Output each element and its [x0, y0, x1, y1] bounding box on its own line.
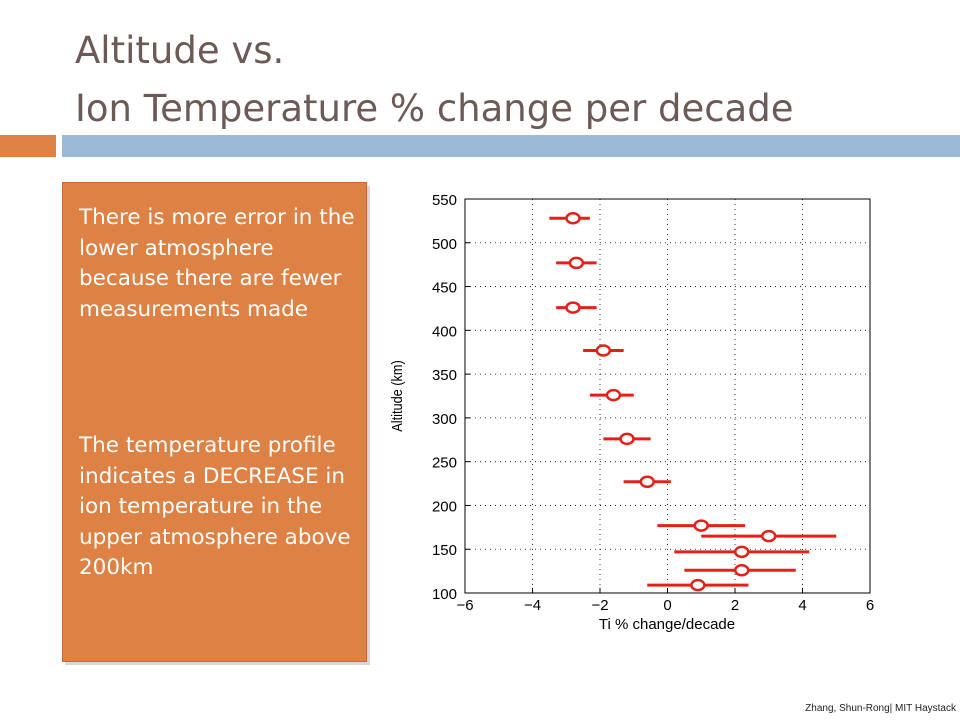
- data-marker: [565, 301, 581, 314]
- data-points: [549, 212, 837, 592]
- x-axis-label: Ti % change/decade: [599, 616, 735, 633]
- slide-title: Altitude vs. Ion Temperature % change pe…: [75, 22, 935, 138]
- x-tick-labels: −6 −4 −2 0 2 4 6: [456, 597, 874, 614]
- data-marker: [693, 519, 709, 532]
- x-tick-label: −4: [524, 597, 541, 614]
- y-tick-label: 100: [432, 586, 457, 603]
- paragraph-profile: The temperature profile indicates a DECR…: [79, 433, 351, 580]
- title-line-1: Altitude vs.: [75, 29, 285, 72]
- data-marker: [605, 388, 622, 402]
- data-marker: [595, 344, 612, 357]
- data-marker: [565, 212, 581, 225]
- y-tick-label: 500: [432, 236, 457, 253]
- y-tick-label: 350: [432, 367, 457, 384]
- x-tick-label: −6: [456, 597, 473, 614]
- grid-lines: [465, 199, 870, 593]
- tick-marks: [464, 198, 871, 594]
- plot-frame: [464, 198, 871, 594]
- y-tick-label: 550: [432, 192, 457, 209]
- altitude-chart: −6 −4 −2 0 2 4 6 100 150 200 250 300 350 400 450 500 55…: [388, 192, 874, 633]
- data-marker: [639, 475, 655, 489]
- accent-bar-orange: [0, 135, 56, 157]
- x-tick-label: 2: [731, 597, 739, 614]
- data-marker: [734, 563, 750, 577]
- data-marker: [734, 545, 750, 559]
- y-tick-label: 450: [432, 280, 457, 297]
- title-line-2: Ion Temperature % change per decade: [75, 87, 794, 130]
- x-tick-label: −2: [591, 597, 608, 614]
- data-marker: [761, 529, 777, 543]
- y-tick-label: 300: [432, 411, 457, 428]
- x-tick-label: 6: [866, 597, 874, 614]
- y-tick-label: 150: [432, 542, 457, 559]
- data-marker: [568, 256, 585, 270]
- data-marker: [619, 432, 635, 446]
- y-axis-label: Altitude (km): [388, 360, 405, 431]
- x-tick-label: 4: [798, 597, 806, 614]
- text-panel: There is more error in the lower atmosph…: [62, 182, 367, 662]
- y-tick-labels: 100 150 200 250 300 350 400 450 500 550: [432, 192, 457, 603]
- data-marker: [690, 578, 706, 592]
- y-tick-label: 200: [432, 498, 457, 515]
- paragraph-error: There is more error in the lower atmosph…: [79, 205, 355, 322]
- accent-bar-blue: [62, 135, 960, 157]
- x-tick-label: 0: [663, 597, 671, 614]
- y-tick-label: 250: [432, 455, 457, 472]
- y-tick-label: 400: [432, 323, 457, 340]
- credit-text: Zhang, Shun-Rong| MIT Haystack: [805, 703, 956, 714]
